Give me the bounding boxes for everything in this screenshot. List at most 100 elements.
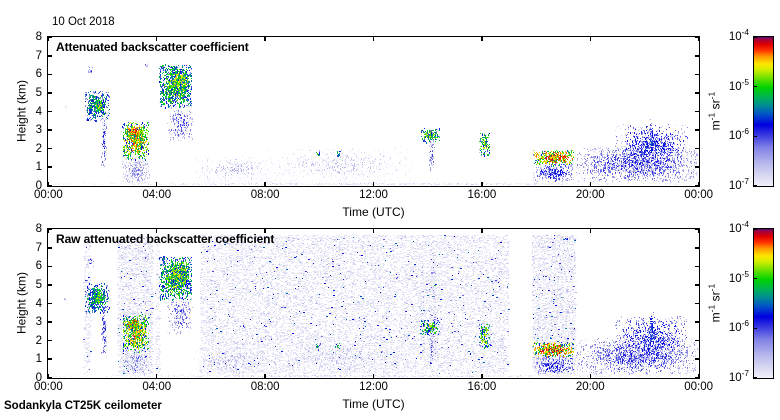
ytick-label-raw-attenuated-6: 6 (35, 260, 42, 273)
ytick-label-attenuated-7: 7 (35, 49, 42, 62)
colorbar-tick-attenuated-1: 10-5 (728, 77, 749, 93)
colorbar-tick-attenuated-2: 10-6 (728, 127, 749, 143)
ytick-label-raw-attenuated-4: 4 (35, 297, 42, 310)
xtick-mark-attenuated-3 (372, 182, 375, 187)
ytick-label-attenuated-3: 3 (35, 124, 42, 137)
xtick-mark-raw-attenuated-4 (481, 374, 483, 379)
ytick-mark-attenuated-0 (47, 184, 52, 187)
xaxis-label-attenuated: Time (UTC) (342, 205, 405, 219)
colorbar-gradient-raw-attenuated (754, 229, 773, 378)
xtick-label-attenuated-1: 04:00 (142, 189, 172, 201)
ytick-mark-right-raw-attenuated-4 (695, 302, 700, 305)
ytick-mark-right-raw-attenuated-0 (695, 376, 700, 379)
xtick-mark-attenuated-4 (481, 182, 483, 187)
backscatter-image-raw-attenuated (48, 229, 698, 377)
xtick-mark-top-raw-attenuated-6 (697, 228, 700, 233)
ytick-mark-raw-attenuated-7 (47, 247, 52, 249)
colorbar-tick-mark-attenuated-2 (753, 135, 757, 137)
ytick-label-attenuated-8: 8 (35, 31, 42, 44)
footer-label: Sodankyla CT25K ceilometer (4, 400, 162, 412)
xtick-mark-raw-attenuated-3 (372, 374, 375, 379)
yaxis-label-raw-attenuated: Height (km) (14, 271, 28, 334)
ytick-mark-right-raw-attenuated-8 (695, 228, 700, 231)
xtick-label-raw-attenuated-2: 08:00 (250, 381, 280, 393)
xtick-label-raw-attenuated-1: 04:00 (142, 381, 172, 393)
ytick-label-attenuated-0: 0 (35, 179, 42, 192)
panel-title-raw-attenuated: Raw attenuated backscatter coefficient (56, 232, 275, 246)
ytick-mark-attenuated-3 (47, 129, 52, 131)
ytick-label-attenuated-2: 2 (35, 142, 42, 155)
xtick-mark-raw-attenuated-0 (47, 374, 50, 379)
colorbar-raw-attenuated[interactable] (753, 228, 774, 379)
xtick-mark-top-raw-attenuated-3 (372, 228, 375, 233)
ytick-label-attenuated-4: 4 (35, 105, 42, 118)
xtick-mark-top-attenuated-6 (697, 36, 700, 41)
ytick-mark-raw-attenuated-2 (47, 339, 52, 342)
ytick-label-raw-attenuated-0: 0 (35, 371, 42, 384)
xtick-mark-top-attenuated-5 (589, 36, 591, 41)
ytick-mark-right-attenuated-6 (695, 73, 700, 76)
ytick-mark-right-attenuated-8 (695, 36, 700, 39)
ytick-mark-raw-attenuated-5 (47, 284, 52, 286)
ytick-mark-right-raw-attenuated-3 (695, 321, 700, 323)
xtick-label-attenuated-4: 16:00 (467, 189, 497, 201)
panel-title-attenuated: Attenuated backscatter coefficient (56, 40, 249, 54)
date-label: 10 Oct 2018 (52, 16, 115, 28)
colorbar-attenuated[interactable] (753, 36, 774, 187)
xtick-mark-top-raw-attenuated-4 (481, 228, 483, 233)
ytick-mark-right-attenuated-3 (695, 129, 700, 131)
ytick-label-raw-attenuated-2: 2 (35, 334, 42, 347)
ytick-mark-raw-attenuated-0 (47, 376, 52, 379)
xtick-label-raw-attenuated-0: 00:00 (34, 381, 63, 393)
ytick-mark-attenuated-4 (47, 110, 52, 113)
colorbar-tick-attenuated-0: 10-4 (728, 28, 749, 44)
ytick-mark-right-attenuated-0 (695, 184, 700, 187)
ytick-mark-raw-attenuated-6 (47, 265, 52, 268)
xtick-mark-attenuated-2 (264, 182, 266, 187)
plot-area-attenuated[interactable]: Attenuated backscatter coefficient (47, 36, 700, 187)
ytick-mark-attenuated-6 (47, 73, 52, 76)
ytick-mark-attenuated-7 (47, 55, 52, 57)
colorbar-tick-mark-raw-attenuated-3 (753, 376, 757, 379)
xtick-mark-raw-attenuated-1 (156, 374, 158, 379)
xtick-mark-attenuated-5 (589, 182, 591, 187)
xtick-label-raw-attenuated-5: 20:00 (575, 381, 605, 393)
colorbar-tick-raw-attenuated-3: 10-7 (728, 368, 749, 384)
colorbar-gradient-attenuated (754, 37, 773, 186)
ytick-mark-raw-attenuated-1 (47, 358, 52, 360)
colorbar-tick-mark-raw-attenuated-0 (753, 228, 757, 231)
xtick-mark-top-attenuated-1 (156, 36, 158, 41)
ytick-label-attenuated-5: 5 (35, 86, 42, 99)
xtick-mark-attenuated-0 (47, 182, 50, 187)
colorbar-tick-mark-attenuated-1 (753, 86, 757, 88)
xtick-mark-top-attenuated-0 (47, 36, 50, 41)
ytick-mark-right-raw-attenuated-1 (695, 358, 700, 360)
ytick-label-raw-attenuated-1: 1 (35, 353, 42, 366)
xtick-mark-top-attenuated-3 (372, 36, 375, 41)
ytick-label-raw-attenuated-8: 8 (35, 223, 42, 236)
colorbar-unit-label-raw-attenuated: m-1 sr-1 (706, 283, 722, 322)
xtick-label-attenuated-3: 12:00 (359, 189, 388, 201)
ytick-mark-right-attenuated-5 (695, 92, 700, 94)
ytick-label-attenuated-1: 1 (35, 161, 42, 174)
colorbar-tick-raw-attenuated-1: 10-5 (728, 269, 749, 285)
ytick-mark-raw-attenuated-8 (47, 228, 52, 231)
ytick-mark-raw-attenuated-4 (47, 302, 52, 305)
xtick-mark-raw-attenuated-2 (264, 374, 266, 379)
ytick-label-raw-attenuated-7: 7 (35, 241, 42, 254)
ytick-mark-raw-attenuated-3 (47, 321, 52, 323)
xtick-label-attenuated-0: 00:00 (34, 189, 63, 201)
xtick-mark-raw-attenuated-6 (697, 374, 700, 379)
colorbar-tick-raw-attenuated-0: 10-4 (728, 220, 749, 236)
xtick-mark-attenuated-1 (156, 182, 158, 187)
colorbar-tick-mark-raw-attenuated-2 (753, 327, 757, 329)
plot-area-raw-attenuated[interactable]: Raw attenuated backscatter coefficient (47, 228, 700, 379)
xtick-mark-top-attenuated-4 (481, 36, 483, 41)
xaxis-label-raw-attenuated: Time (UTC) (342, 397, 405, 411)
xtick-mark-top-attenuated-2 (264, 36, 266, 41)
xtick-label-attenuated-5: 20:00 (575, 189, 605, 201)
ytick-mark-attenuated-8 (47, 36, 52, 39)
